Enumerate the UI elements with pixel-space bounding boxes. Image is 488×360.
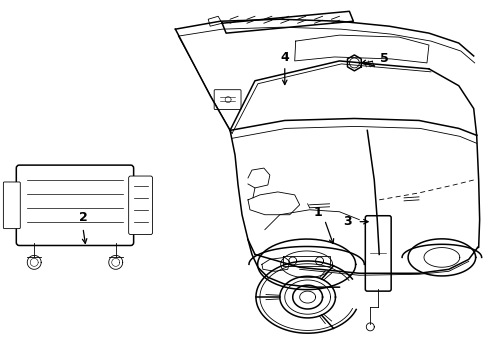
FancyBboxPatch shape [214, 90, 241, 109]
FancyBboxPatch shape [16, 165, 133, 246]
Text: 4: 4 [280, 51, 288, 64]
FancyBboxPatch shape [128, 176, 152, 235]
Text: 1: 1 [313, 206, 321, 219]
FancyBboxPatch shape [3, 182, 20, 229]
Text: 5: 5 [379, 53, 388, 66]
Text: 2: 2 [79, 211, 87, 224]
FancyBboxPatch shape [365, 216, 390, 291]
Text: 3: 3 [343, 215, 351, 228]
